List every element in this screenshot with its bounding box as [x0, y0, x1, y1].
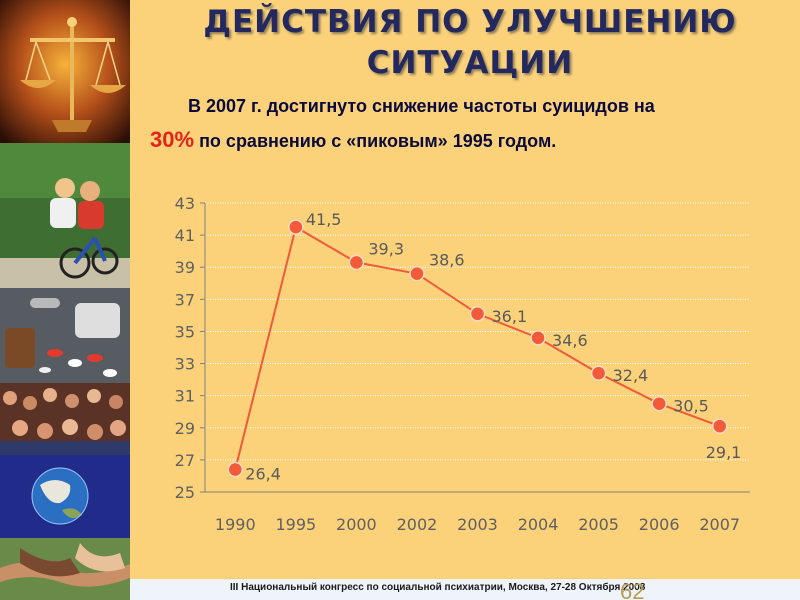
data-point [409, 265, 425, 282]
data-label: 39,3 [368, 239, 404, 258]
x-tick-label: 2007 [699, 515, 740, 534]
data-point [288, 219, 304, 235]
subtitle-text-1: В 2007 г. достигнуто снижение частоты су… [188, 96, 655, 116]
subtitle-percent: 30% [150, 127, 195, 152]
data-point [530, 330, 546, 346]
footer-bar: III Национальный конгресс по социальной … [130, 579, 800, 600]
data-label: 30,5 [673, 397, 709, 416]
y-tick-label: 27 [175, 451, 195, 470]
data-label: 34,6 [552, 331, 588, 350]
data-point [227, 461, 244, 478]
subtitle-text-2: по сравнению с «пиковым» 1995 годом. [199, 131, 557, 151]
slide-title: ДЕЙСТВИЯ ПО УЛУЧШЕНИЮ СИТУАЦИИ [140, 2, 800, 84]
x-tick-label: 2000 [336, 515, 377, 534]
y-tick-label: 35 [175, 322, 195, 341]
y-tick-label: 29 [175, 419, 195, 438]
data-label: 36,1 [492, 307, 528, 326]
y-tick-label: 41 [175, 226, 195, 245]
y-tick-label: 33 [175, 355, 195, 374]
y-tick-label: 37 [175, 290, 195, 309]
children-bicycle-image [0, 143, 130, 288]
y-tick-label: 25 [175, 483, 195, 502]
x-tick-label: 2006 [639, 515, 680, 534]
data-point [469, 306, 486, 322]
title-line-1: ДЕЙСТВИЯ ПО УЛУЧШЕНИЮ [203, 4, 737, 40]
data-label: 41,5 [306, 210, 342, 229]
pills-image [0, 288, 130, 383]
x-tick-label: 2002 [397, 515, 438, 534]
scales-image [0, 0, 130, 143]
data-label: 38,6 [429, 251, 465, 270]
page-number: 62 [620, 580, 645, 600]
data-label: 29,1 [706, 443, 742, 462]
crowd-image [0, 383, 130, 455]
data-label: 32,4 [613, 366, 649, 385]
title-line-2: СИТУАЦИИ [366, 45, 574, 81]
x-tick-label: 1990 [215, 515, 256, 534]
x-tick-label: 2005 [578, 515, 619, 534]
hands-image [0, 538, 130, 600]
y-tick-label: 39 [175, 258, 195, 277]
data-label: 26,4 [245, 465, 281, 484]
globe-image [0, 455, 130, 538]
series-line [234, 225, 721, 470]
data-point [711, 418, 728, 434]
data-point [348, 254, 365, 271]
x-tick-label: 2004 [518, 515, 559, 534]
data-point [651, 395, 667, 412]
x-tick-label: 2003 [457, 515, 498, 534]
y-tick-label: 43 [175, 194, 195, 213]
suicide-rate-line-chart: 25 27 29 31 33 35 37 39 41 43 1990 1995 2000 2002 2003… [175, 194, 750, 534]
x-tick-label: 1995 [275, 515, 316, 534]
slide-subtitle: В 2007 г. достигнуто снижение частоты су… [150, 89, 790, 158]
data-point [590, 365, 607, 381]
footer-text: III Национальный конгресс по социальной … [230, 582, 646, 593]
image-sidebar [0, 0, 130, 600]
y-tick-label: 31 [175, 387, 195, 406]
